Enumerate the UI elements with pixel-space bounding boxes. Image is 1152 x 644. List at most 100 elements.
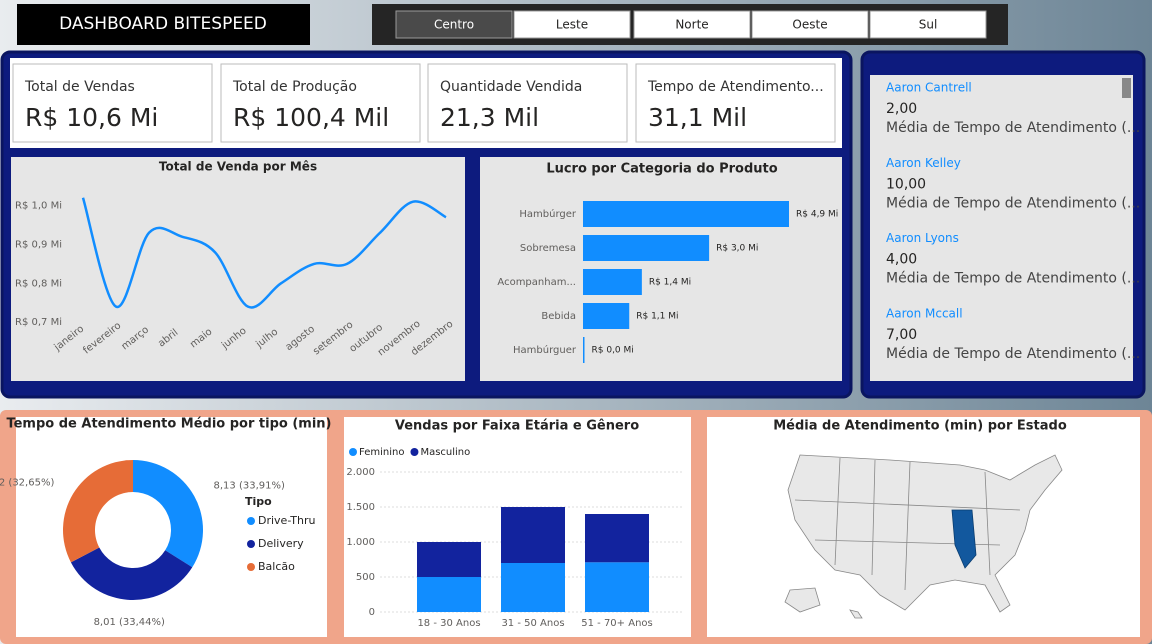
kpi-card	[12, 63, 213, 143]
y-tick-label: 1.000	[346, 537, 375, 548]
donut-slice	[70, 547, 193, 600]
bar-segment	[501, 507, 565, 563]
legend-marker	[247, 563, 255, 571]
list-value: 4,00	[886, 252, 917, 268]
bar-card	[480, 157, 842, 381]
header-title: DASHBOARD BITESPEED	[59, 14, 267, 34]
us-map	[787, 454, 1063, 613]
legend-marker	[410, 448, 419, 456]
y-tick-label: R$ 1,0 Mi	[15, 201, 62, 212]
kpi-label: Total de Produção	[232, 79, 357, 95]
tab[interactable]	[633, 10, 751, 39]
donut-slice	[133, 460, 203, 568]
legend-marker	[349, 448, 357, 456]
bar-segment	[417, 542, 481, 577]
kpi-value: R$ 100,4 Mil	[233, 103, 389, 132]
bar-segment	[585, 562, 649, 612]
alaska	[784, 587, 821, 613]
list-name: Aaron Lyons	[886, 231, 959, 245]
legend-title: Tipo	[245, 495, 272, 508]
x-tick-label: 31 - 50 Anos	[501, 618, 564, 629]
list-name: Aaron Cantrell	[886, 81, 972, 95]
scrollbar	[1122, 78, 1131, 98]
state-line	[984, 471, 991, 576]
data-label: R$ 0,0 Mi	[592, 346, 634, 356]
chart-title: Tempo de Atendimento Médio por tipo (min…	[6, 417, 331, 432]
kpi-card	[220, 63, 421, 143]
legend-label: Feminino	[359, 447, 404, 458]
kpi-value: 31,1 Mil	[648, 103, 747, 132]
y-tick-label: Acompanham...	[497, 277, 576, 288]
data-label: 8,01 (33,44%)	[94, 617, 165, 628]
y-tick-label: Hambúrger	[519, 208, 577, 220]
bar	[583, 201, 789, 227]
bar-segment	[501, 563, 565, 612]
list-value: 7,00	[886, 327, 917, 343]
header-box	[17, 4, 310, 45]
map	[784, 454, 1063, 619]
tab-label: Sul	[919, 18, 938, 32]
legend-label: Masculino	[420, 447, 470, 458]
bar	[583, 303, 630, 329]
y-tick-label: 0	[369, 607, 375, 618]
state-line	[904, 461, 911, 591]
tab-label: Oeste	[792, 18, 827, 32]
kpi-card	[635, 63, 836, 143]
illinois	[951, 509, 977, 569]
data-label: R$ 1,4 Mi	[649, 278, 691, 288]
kpi-label: Quantidade Vendida	[440, 79, 582, 95]
list-value: 10,00	[886, 176, 926, 192]
tab[interactable]	[513, 10, 631, 39]
line	[81, 197, 447, 309]
bar	[583, 235, 710, 261]
line-card	[11, 157, 465, 381]
y-tick-label: R$ 0,9 Mi	[15, 239, 62, 250]
y-tick-label: 2.000	[346, 467, 375, 478]
chart-title: Vendas por Faixa Etária e Gênero	[395, 419, 639, 434]
kpi-value: 21,3 Mil	[440, 103, 539, 132]
list-label: Média de Tempo de Atendimento (...	[886, 195, 1140, 211]
chart-title: Lucro por Categoria do Produto	[546, 162, 777, 177]
data-label: R$ 1,1 Mi	[636, 312, 678, 322]
map-title: Média de Atendimento (min) por Estado	[773, 419, 1067, 434]
list-card	[870, 75, 1133, 381]
y-tick-label: Sobremesa	[520, 243, 576, 254]
y-tick-label: R$ 0,7 Mi	[15, 317, 62, 328]
list-label: Média de Tempo de Atendimento (...	[886, 271, 1140, 287]
tab-label: Leste	[556, 18, 588, 32]
list-label: Média de Tempo de Atendimento (...	[886, 346, 1140, 362]
bar	[583, 269, 642, 295]
x-tick-label: 18 - 30 Anos	[417, 618, 480, 629]
y-tick-label: Bebida	[541, 311, 576, 322]
tab[interactable]	[395, 10, 513, 39]
chart-title: Total de Venda por Mês	[159, 160, 317, 174]
legend-marker	[247, 517, 255, 525]
tab[interactable]	[869, 10, 987, 39]
donut-slice	[63, 460, 133, 563]
bar	[583, 337, 585, 363]
legend-label: Delivery	[258, 537, 304, 550]
tab-label: Norte	[675, 18, 708, 32]
kpi-value: R$ 10,6 Mi	[25, 103, 158, 132]
tab[interactable]	[751, 10, 869, 39]
kpi-card	[427, 63, 628, 143]
bar-segment	[417, 577, 481, 612]
list-value: 2,00	[886, 101, 917, 117]
kpi-label: Total de Vendas	[24, 79, 135, 95]
hawaii	[849, 609, 863, 619]
y-tick-label: 1.500	[346, 502, 375, 513]
kpi-label: Tempo de Atendimento...	[647, 79, 824, 95]
y-tick-label: R$ 0,8 Mi	[15, 278, 62, 289]
state-line	[794, 499, 1021, 511]
data-label: R$ 4,9 Mi	[796, 210, 838, 220]
legend-marker	[247, 540, 255, 548]
data-label: 7,82 (32,65%)	[0, 477, 54, 488]
legend-label: Balcão	[258, 560, 295, 573]
tab-label: Centro	[434, 18, 474, 32]
y-tick-label: Hambúrguer	[513, 344, 577, 356]
list-name: Aaron Mccall	[886, 306, 963, 320]
state-line	[871, 459, 876, 576]
list-name: Aaron Kelley	[886, 156, 961, 170]
legend-label: Drive-Thru	[258, 514, 315, 527]
data-label: 8,13 (33,91%)	[214, 481, 285, 492]
